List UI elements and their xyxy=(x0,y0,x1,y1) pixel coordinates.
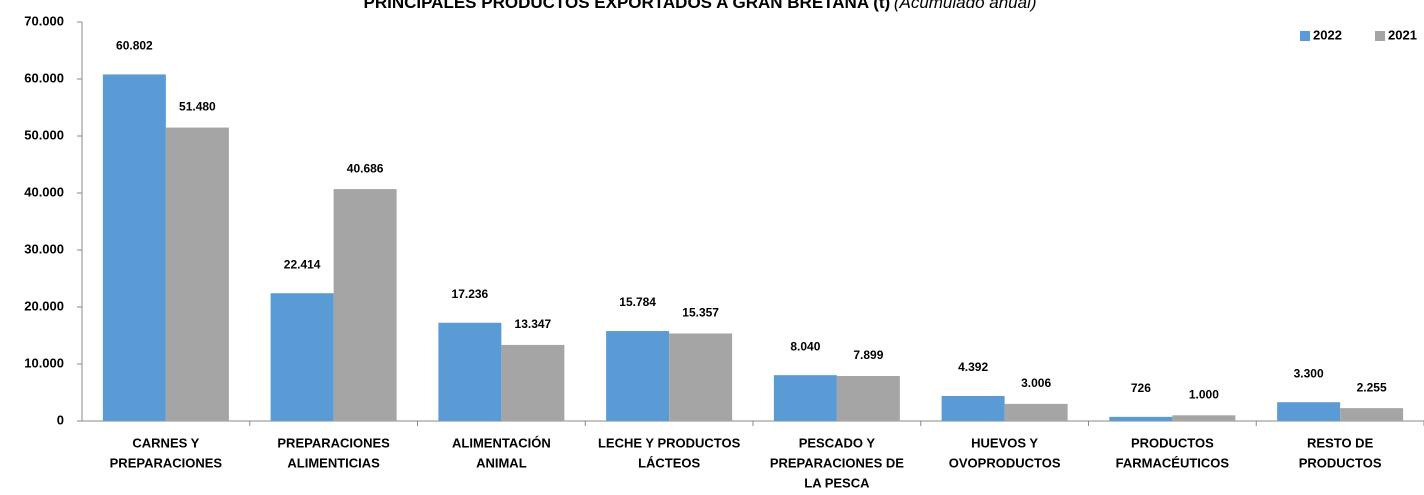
legend-label: 2021 xyxy=(1388,27,1417,42)
x-tick-label: PESCADO Y xyxy=(799,435,876,450)
y-tick-label: 70.000 xyxy=(24,13,64,28)
x-tick-label: ALIMENTICIAS xyxy=(287,455,380,470)
x-tick-label: PREPARACIONES DE xyxy=(770,455,904,470)
bar xyxy=(836,375,900,421)
value-label: 60.802 xyxy=(116,39,153,53)
y-tick-label: 40.000 xyxy=(24,184,64,199)
bar xyxy=(438,322,502,421)
x-tick-label: LA PESCA xyxy=(804,475,870,490)
bar xyxy=(501,344,565,421)
bar xyxy=(1277,402,1341,421)
y-tick-label: 30.000 xyxy=(24,241,64,256)
value-label: 4.392 xyxy=(958,360,988,374)
value-label: 1.000 xyxy=(1189,387,1219,401)
chart-subtitle: (Acumulado anual) xyxy=(894,0,1037,12)
value-label: 726 xyxy=(1131,381,1151,395)
bar xyxy=(1109,416,1173,421)
bar xyxy=(669,333,733,421)
x-tick-label: ALIMENTACIÓN xyxy=(452,435,551,450)
value-label: 40.686 xyxy=(347,161,384,175)
value-label: 7.899 xyxy=(853,348,883,362)
bar xyxy=(270,293,334,421)
value-label: 8.040 xyxy=(790,339,820,353)
x-tick-label: ANIMAL xyxy=(476,455,527,470)
y-tick-label: 20.000 xyxy=(24,298,64,313)
bar xyxy=(1340,408,1404,421)
x-tick-label: PREPARACIONES xyxy=(110,455,223,470)
value-label: 22.414 xyxy=(284,257,321,271)
x-tick-label: LÁCTEOS xyxy=(638,455,700,470)
x-tick-label: OVOPRODUCTOS xyxy=(949,455,1061,470)
bar xyxy=(165,127,229,422)
value-label: 3.006 xyxy=(1021,376,1051,390)
value-label: 17.236 xyxy=(452,287,489,301)
value-label: 15.357 xyxy=(682,306,719,320)
x-tick-label: RESTO DE xyxy=(1307,435,1374,450)
value-label: 15.784 xyxy=(619,295,656,309)
legend-swatch xyxy=(1300,31,1310,41)
chart-title: PRINCIPALES PRODUCTOS EXPORTADOS A GRAN … xyxy=(363,0,890,12)
x-tick-label: FARMACÉUTICOS xyxy=(1116,455,1230,470)
y-tick-label: 0 xyxy=(57,412,64,427)
legend-label: 2022 xyxy=(1313,27,1342,42)
bar xyxy=(1004,403,1068,421)
chart-title-group: PRINCIPALES PRODUCTOS EXPORTADOS A GRAN … xyxy=(363,0,1036,12)
y-tick-label: 60.000 xyxy=(24,70,64,85)
value-label: 13.347 xyxy=(515,317,552,331)
bar xyxy=(333,189,397,421)
bar xyxy=(941,395,1005,421)
legend-swatch xyxy=(1375,31,1385,41)
x-tick-label: HUEVOS Y xyxy=(971,435,1038,450)
x-tick-label: PRODUCTOS xyxy=(1131,435,1214,450)
y-tick-label: 10.000 xyxy=(24,355,64,370)
bar xyxy=(102,74,166,422)
x-tick-label: PRODUCTOS xyxy=(1299,455,1382,470)
bar xyxy=(773,375,837,421)
x-tick-label: PREPARACIONES xyxy=(277,435,390,450)
bar xyxy=(606,331,670,421)
value-label: 3.300 xyxy=(1294,366,1324,380)
x-tick-label: CARNES Y xyxy=(132,435,199,450)
x-tick-label: LECHE Y PRODUCTOS xyxy=(598,435,741,450)
value-label: 2.255 xyxy=(1357,380,1387,394)
value-label: 51.480 xyxy=(179,100,216,114)
y-tick-label: 50.000 xyxy=(24,127,64,142)
bar xyxy=(1172,415,1236,421)
